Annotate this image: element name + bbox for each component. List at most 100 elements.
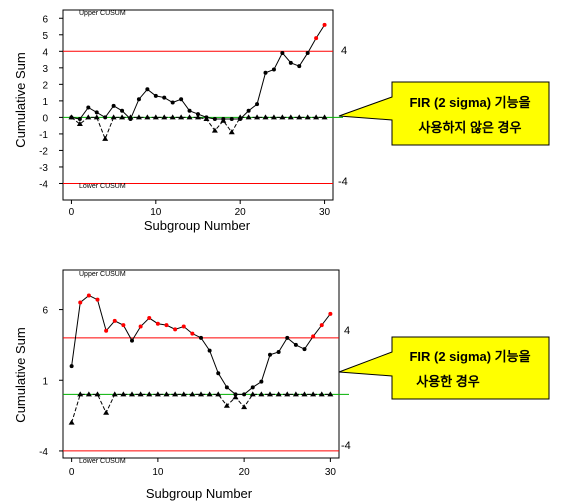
- upper-point-1-27: [297, 64, 302, 69]
- lower-point-1-1: [76, 121, 83, 126]
- lower-point-2-20: [241, 404, 248, 410]
- lower-point-1-6: [119, 114, 126, 120]
- lower-point-2-18: [223, 402, 230, 408]
- lower-point-2-16: [206, 391, 213, 397]
- upper-point-1-13: [179, 97, 184, 102]
- lower-point-2-10: [154, 391, 161, 397]
- x-tick-label-2-1: 10: [152, 467, 164, 478]
- upper-point-1-6: [120, 108, 125, 113]
- upper-point-2-30: [328, 311, 333, 316]
- lower-point-1-7: [127, 114, 134, 120]
- plot-frame-1: [62, 9, 334, 201]
- lower-point-2-8: [137, 391, 144, 397]
- lower-point-1-12: [169, 114, 176, 120]
- upper-point-2-20: [242, 392, 247, 397]
- lower-point-1-11: [161, 114, 168, 120]
- upper-point-2-5: [112, 318, 117, 323]
- upper-point-2-25: [285, 335, 290, 340]
- upper-point-1-23: [263, 70, 268, 75]
- series-line-1-1: [71, 116, 325, 141]
- upper-point-1-22: [255, 102, 260, 107]
- lower-point-2-19: [232, 394, 239, 400]
- y-tick-label-1-8: -2: [39, 146, 48, 157]
- lower-point-2-1: [77, 391, 84, 397]
- lower-point-2-4: [103, 409, 110, 415]
- upper-point-1-14: [187, 108, 192, 113]
- lower-point-2-12: [172, 391, 179, 397]
- series-line-2-1: [71, 393, 331, 423]
- upper-point-2-27: [302, 347, 307, 352]
- lower-limit-value-2: -4: [341, 440, 351, 452]
- lower-point-2-24: [275, 391, 282, 397]
- lower-point-1-0: [68, 114, 75, 120]
- lower-point-2-26: [292, 391, 299, 397]
- y-tick-label-1-3: 3: [42, 64, 48, 75]
- lower-point-2-28: [310, 391, 317, 397]
- upper-point-2-18: [224, 385, 229, 390]
- upper-point-2-28: [311, 334, 316, 339]
- lower-point-2-7: [129, 391, 135, 397]
- upper-point-2-11: [164, 323, 169, 328]
- lower-point-1-17: [211, 127, 218, 133]
- series-line-2-0: [71, 294, 331, 395]
- callout-2: FIR (2 sigma) 기능을 사용한 경우: [338, 336, 550, 400]
- y-tick-label-2-2: -4: [39, 447, 48, 458]
- upper-point-1-2: [86, 105, 91, 110]
- lower-point-1-30: [321, 114, 328, 120]
- x-tick-label-2-0: 0: [69, 467, 75, 478]
- lower-point-1-8: [135, 114, 142, 120]
- upper-point-1-26: [288, 60, 293, 65]
- upper-point-1-9: [145, 87, 150, 92]
- lower-point-1-22: [254, 114, 261, 120]
- upper-point-2-13: [181, 324, 186, 329]
- upper-point-2-0: [69, 364, 74, 369]
- x-tick-label-1-0: 0: [69, 207, 75, 218]
- upper-point-2-16: [207, 348, 212, 353]
- lower-cusum-label-2: Lower CUSUM: [79, 458, 126, 465]
- x-tick-label-1-2: 20: [235, 207, 247, 218]
- upper-point-2-29: [319, 323, 324, 328]
- upper-point-2-7: [130, 338, 134, 343]
- lower-point-1-24: [270, 114, 277, 120]
- upper-point-2-1: [78, 300, 83, 305]
- lower-point-2-29: [318, 391, 325, 397]
- y-tick-label-2-0: 6: [42, 306, 48, 317]
- upper-point-1-21: [246, 108, 251, 113]
- upper-point-2-9: [147, 316, 152, 321]
- lower-point-1-29: [313, 114, 320, 120]
- lower-point-1-9: [144, 114, 151, 120]
- lower-point-2-21: [249, 391, 256, 397]
- upper-point-2-23: [268, 352, 272, 357]
- lower-point-1-2: [85, 114, 92, 120]
- x-tick-label-2-3: 30: [325, 467, 337, 478]
- upper-point-2-26: [293, 342, 298, 347]
- upper-point-1-4: [103, 115, 108, 120]
- lower-point-1-10: [152, 114, 159, 120]
- upper-limit-value-2: 4: [344, 325, 350, 337]
- lower-point-2-9: [146, 391, 153, 397]
- upper-point-2-2: [86, 293, 91, 298]
- upper-point-2-6: [121, 323, 126, 328]
- upper-point-1-24: [271, 67, 276, 72]
- lower-point-2-22: [258, 391, 265, 397]
- lower-point-1-15: [195, 114, 201, 120]
- y-tick-label-1-1: 5: [42, 31, 48, 42]
- lower-point-1-19: [228, 129, 235, 135]
- upper-point-2-10: [155, 321, 160, 326]
- lower-point-2-17: [215, 391, 222, 397]
- upper-point-1-11: [162, 95, 167, 100]
- upper-point-2-17: [216, 371, 221, 376]
- lower-point-1-20: [237, 114, 244, 120]
- y-tick-label-1-2: 4: [42, 47, 48, 58]
- upper-point-2-8: [138, 324, 143, 329]
- lower-point-2-5: [111, 391, 118, 397]
- lower-point-1-26: [287, 114, 294, 120]
- lower-point-2-14: [189, 391, 196, 397]
- upper-point-2-3: [95, 297, 100, 302]
- lower-point-2-13: [180, 391, 187, 397]
- lower-point-2-2: [85, 391, 92, 397]
- x-axis-label-1: Subgroup Number: [144, 218, 251, 233]
- lower-point-1-4: [102, 135, 109, 141]
